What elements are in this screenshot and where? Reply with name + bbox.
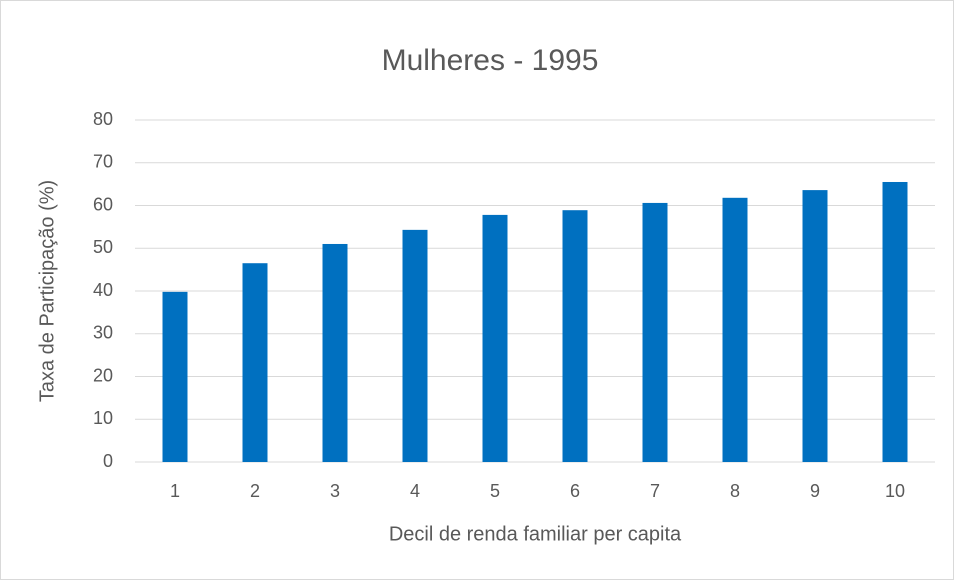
x-tick-label: 5 [490, 481, 500, 501]
y-tick-label: 10 [93, 408, 113, 428]
bar [882, 181, 908, 463]
x-tick-label: 6 [570, 481, 580, 501]
x-tick-label: 2 [250, 481, 260, 501]
bar [402, 229, 428, 462]
y-tick-label: 40 [93, 280, 113, 300]
x-tick-label: 9 [810, 481, 820, 501]
bar [242, 263, 268, 462]
x-axis-label: Decil de renda familiar per capita [389, 523, 682, 545]
chart-title: Mulheres - 1995 [382, 44, 599, 77]
x-tick-label: 3 [330, 481, 340, 501]
bar [802, 190, 828, 463]
bar [562, 210, 588, 462]
y-tick-label: 70 [93, 152, 113, 172]
y-tick-label: 50 [93, 237, 113, 257]
y-tick-label: 80 [93, 109, 113, 129]
x-tick-label: 8 [730, 481, 740, 501]
y-tick-label: 30 [93, 323, 113, 343]
bar [722, 197, 748, 462]
x-tick-label: 10 [885, 481, 905, 501]
bar [162, 291, 188, 462]
y-tick-label: 0 [103, 451, 113, 471]
y-tick-label: 20 [93, 365, 113, 385]
y-tick-label: 60 [93, 194, 113, 214]
x-tick-label: 4 [410, 481, 420, 501]
x-tick-label: 1 [170, 481, 180, 501]
y-axis-label: Taxa de Participação (%) [36, 180, 58, 402]
bar [642, 202, 668, 462]
bar [322, 243, 348, 462]
bar [482, 214, 508, 462]
x-tick-label: 7 [650, 481, 660, 501]
